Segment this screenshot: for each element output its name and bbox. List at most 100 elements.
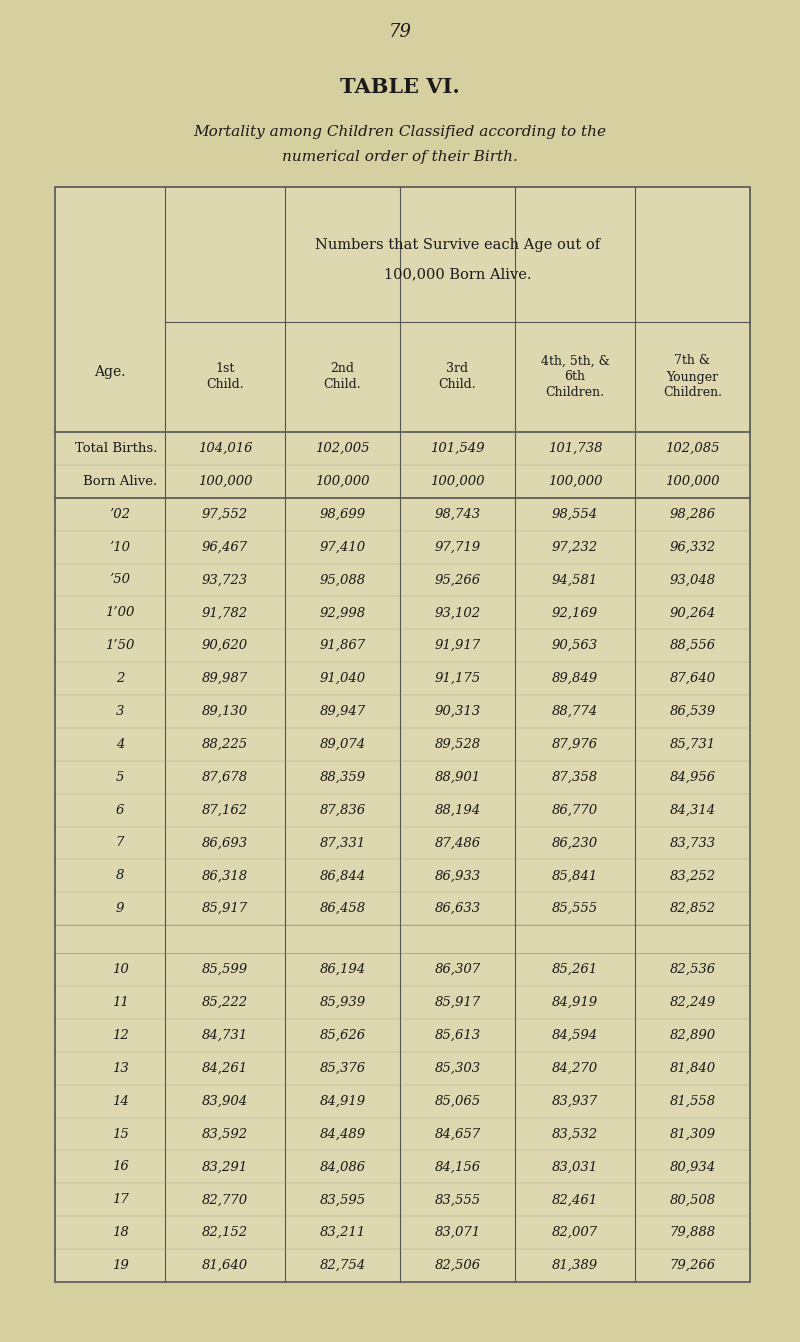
Text: 100,000 Born Alive.: 100,000 Born Alive. [384,267,531,282]
Text: 1’50: 1’50 [106,639,134,652]
Text: 84,270: 84,270 [552,1062,598,1075]
Text: 91,040: 91,040 [319,672,366,686]
Text: 86,230: 86,230 [552,836,598,849]
Text: 100,000: 100,000 [666,475,720,488]
Text: 84,261: 84,261 [202,1062,248,1075]
Text: 97,232: 97,232 [552,541,598,554]
Text: Numbers that Survive each Age out of: Numbers that Survive each Age out of [315,238,600,251]
Text: 104,016: 104,016 [198,442,252,455]
Text: Child.: Child. [324,378,362,392]
Text: 83,031: 83,031 [552,1161,598,1173]
Text: 86,633: 86,633 [434,902,481,915]
Text: Total Births.: Total Births. [74,442,157,455]
Text: 83,904: 83,904 [202,1095,248,1107]
Text: 88,556: 88,556 [670,639,715,652]
Text: 88,359: 88,359 [319,770,366,784]
Text: 98,554: 98,554 [552,507,598,521]
Text: Younger: Younger [666,370,718,384]
Text: 81,389: 81,389 [552,1259,598,1272]
Text: 100,000: 100,000 [548,475,602,488]
Text: 89,130: 89,130 [202,705,248,718]
Text: 87,678: 87,678 [202,770,248,784]
Text: 100,000: 100,000 [198,475,252,488]
Text: 82,890: 82,890 [670,1029,715,1041]
Text: 87,976: 87,976 [552,738,598,752]
Text: 88,901: 88,901 [434,770,481,784]
Text: 85,917: 85,917 [434,996,481,1009]
Text: 102,005: 102,005 [315,442,370,455]
Text: 90,563: 90,563 [552,639,598,652]
Text: 81,558: 81,558 [670,1095,715,1107]
Text: 101,738: 101,738 [548,442,602,455]
Text: 87,836: 87,836 [319,804,366,817]
Text: 92,169: 92,169 [552,607,598,620]
Text: 11: 11 [112,996,128,1009]
Text: 85,555: 85,555 [552,902,598,915]
Text: 91,782: 91,782 [202,607,248,620]
Text: 87,358: 87,358 [552,770,598,784]
Text: 96,332: 96,332 [670,541,715,554]
Text: 97,410: 97,410 [319,541,366,554]
Text: 85,841: 85,841 [552,870,598,883]
Text: 100,000: 100,000 [315,475,370,488]
Text: 82,536: 82,536 [670,964,715,976]
Text: 1’00: 1’00 [106,607,134,620]
Text: 84,731: 84,731 [202,1029,248,1041]
Text: 6th: 6th [565,370,586,384]
Text: 89,987: 89,987 [202,672,248,686]
Text: 7: 7 [116,836,124,849]
Text: 83,592: 83,592 [202,1127,248,1141]
Text: 85,065: 85,065 [434,1095,481,1107]
Text: 84,489: 84,489 [319,1127,366,1141]
Text: 83,252: 83,252 [670,870,715,883]
Text: 86,318: 86,318 [202,870,248,883]
Text: 93,048: 93,048 [670,573,715,586]
Text: 85,731: 85,731 [670,738,715,752]
Text: 85,613: 85,613 [434,1029,481,1041]
Text: numerical order of their Birth.: numerical order of their Birth. [282,150,518,164]
Text: 96,467: 96,467 [202,541,248,554]
Text: 91,917: 91,917 [434,639,481,652]
Text: 91,175: 91,175 [434,672,481,686]
Text: 86,307: 86,307 [434,964,481,976]
Text: 86,770: 86,770 [552,804,598,817]
Text: 89,074: 89,074 [319,738,366,752]
Text: 85,261: 85,261 [552,964,598,976]
Text: 98,699: 98,699 [319,507,366,521]
Text: 15: 15 [112,1127,128,1141]
Text: 82,852: 82,852 [670,902,715,915]
Text: 89,849: 89,849 [552,672,598,686]
Text: 3rd: 3rd [446,362,469,376]
Text: 10: 10 [112,964,128,976]
Text: 2: 2 [116,672,124,686]
Text: 16: 16 [112,1161,128,1173]
Bar [55,187,750,1282]
Text: 79,888: 79,888 [670,1227,715,1239]
Text: 84,314: 84,314 [670,804,715,817]
Text: 4th, 5th, &: 4th, 5th, & [541,354,610,368]
Text: 91,867: 91,867 [319,639,366,652]
Text: 85,599: 85,599 [202,964,248,976]
Text: 85,303: 85,303 [434,1062,481,1075]
Text: 83,595: 83,595 [319,1193,366,1206]
Text: Children.: Children. [663,386,722,400]
Text: 80,934: 80,934 [670,1161,715,1173]
Text: 13: 13 [112,1062,128,1075]
Text: 82,506: 82,506 [434,1259,481,1272]
Text: TABLE VI.: TABLE VI. [340,76,460,97]
Text: 101,549: 101,549 [430,442,485,455]
Text: 90,264: 90,264 [670,607,715,620]
Text: 83,532: 83,532 [552,1127,598,1141]
Text: 82,770: 82,770 [202,1193,248,1206]
Text: 93,723: 93,723 [202,573,248,586]
Text: 83,733: 83,733 [670,836,715,849]
Text: 3: 3 [116,705,124,718]
Text: 87,640: 87,640 [670,672,715,686]
Text: 84,919: 84,919 [552,996,598,1009]
Text: 81,640: 81,640 [202,1259,248,1272]
Text: 90,313: 90,313 [434,705,481,718]
Text: 87,162: 87,162 [202,804,248,817]
Text: 85,222: 85,222 [202,996,248,1009]
Text: 98,743: 98,743 [434,507,481,521]
Text: 86,458: 86,458 [319,902,366,915]
